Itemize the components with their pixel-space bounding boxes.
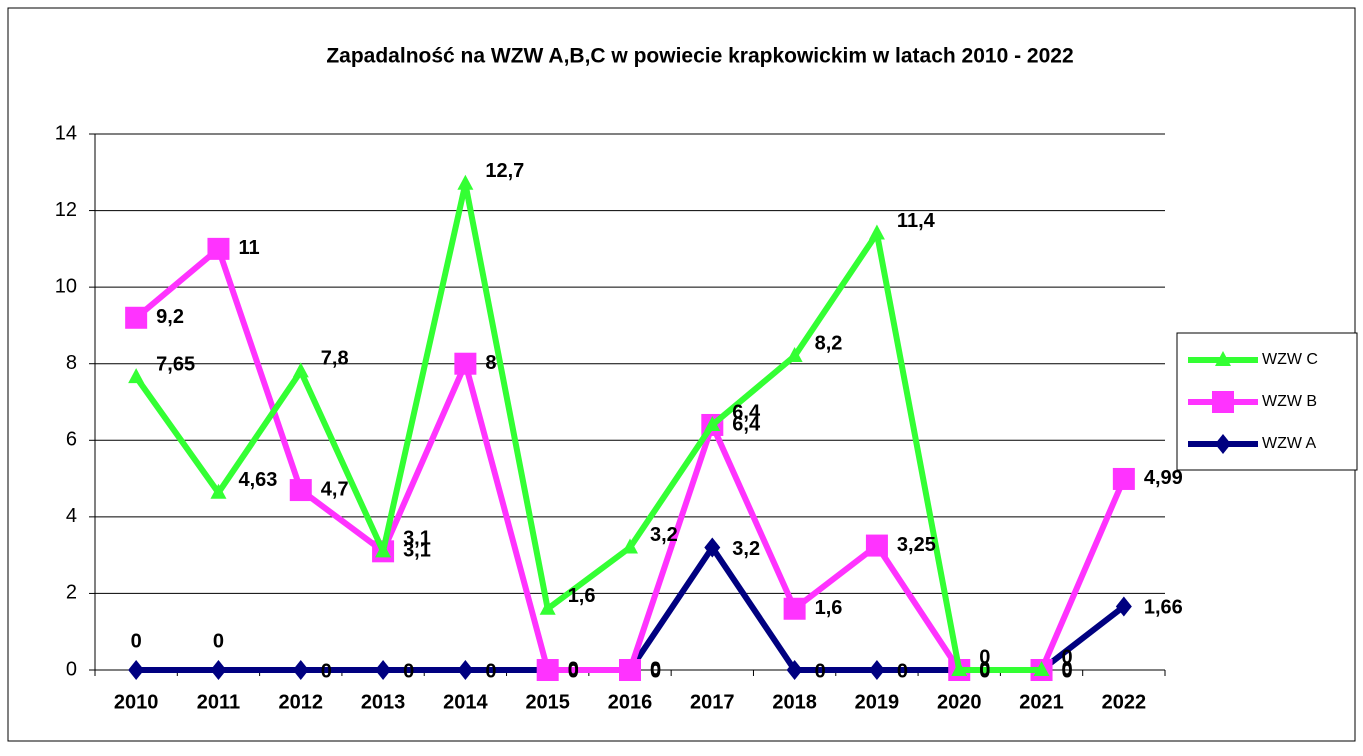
value-label: 1,66 [1144,597,1183,619]
marker [786,660,803,680]
value-label: 1,6 [815,597,843,619]
y-tick-label: 2 [66,582,77,604]
value-label: 0 [321,660,332,682]
value-label: 7,65 [156,353,195,375]
value-label: 3,25 [897,534,936,556]
marker [128,660,145,680]
legend-label: WZW A [1262,435,1317,452]
marker [1215,351,1231,366]
marker [622,538,638,554]
x-tick-label: 2022 [1102,691,1147,713]
marker [536,659,559,681]
x-tick-label: 2013 [361,691,406,713]
value-label: 0 [979,646,990,668]
y-tick-label: 8 [66,352,77,374]
chart-frame [7,7,1356,742]
x-tick-label: 2016 [608,691,653,713]
marker [292,660,309,680]
x-tick-label: 2021 [1019,691,1064,713]
y-tick-label: 12 [55,199,77,221]
value-label: 8,2 [815,332,843,354]
x-tick-label: 2012 [279,691,324,713]
marker [539,599,556,615]
value-label: 12,7 [485,160,524,182]
value-label: 0 [1062,658,1073,680]
marker [704,537,721,558]
marker [457,660,474,680]
marker [1112,467,1135,490]
value-label: 0 [568,658,579,680]
value-label: 0 [815,660,826,682]
value-label: 0 [897,660,908,682]
x-tick-label: 2014 [443,691,488,713]
x-tick-label: 2010 [114,691,159,713]
marker [704,415,721,431]
value-label: 1,6 [568,585,596,607]
value-label: 3,1 [403,540,431,562]
marker [868,660,885,680]
marker [289,479,312,502]
value-label: 6,4 [732,401,761,423]
marker [865,534,888,557]
marker [454,352,477,375]
marker [375,660,392,680]
value-label: 0 [568,660,579,682]
value-label: 0 [979,660,990,682]
value-label: 0 [213,630,224,652]
marker [457,174,474,190]
marker [783,597,806,620]
x-tick-label: 2017 [690,691,735,713]
marker [210,483,227,499]
value-label: 9,2 [156,306,184,328]
marker [1215,434,1231,454]
marker [1115,596,1132,617]
x-tick-label: 2015 [525,691,570,713]
legend-label: WZW B [1262,393,1317,410]
marker [128,368,145,384]
value-label: 8 [485,352,496,374]
x-tick-label: 2011 [197,691,240,713]
x-tick-label: 2019 [855,691,900,713]
marker [951,661,968,676]
marker [292,362,309,378]
y-tick-label: 4 [66,505,77,527]
marker [125,306,148,329]
x-tick-label: 2018 [772,691,817,713]
value-label: 6,4 [732,413,761,435]
value-label: 3,2 [732,538,760,560]
y-tick-label: 10 [55,275,77,297]
chart-title: Zapadalność na WZW A,B,C w powiecie krap… [326,45,1073,68]
value-label: 0 [1062,646,1073,668]
value-label: 11 [238,237,259,259]
marker [1033,661,1050,676]
marker [210,660,227,680]
series-line [133,180,1042,673]
value-label: 0 [650,658,661,680]
y-tick-label: 0 [66,658,77,680]
marker [375,542,392,558]
value-label: 4,7 [321,478,349,500]
marker [868,224,885,240]
marker [1212,391,1234,413]
value-label: 4,99 [1144,467,1183,489]
value-label: 4,63 [238,469,277,491]
marker [619,659,641,681]
value-label: 0 [131,630,142,652]
y-tick-label: 6 [66,429,77,451]
x-tick-label: 2020 [937,691,982,713]
value-label: 0 [485,660,496,682]
legend-label: WZW C [1262,351,1318,368]
value-label: 3,2 [650,524,678,546]
value-label: 0 [979,658,990,680]
marker [207,237,230,260]
value-label: 3,1 [403,528,431,550]
value-label: 0 [403,660,414,682]
value-label: 11,4 [897,210,936,232]
y-tick-label: 14 [55,122,77,144]
value-label: 0 [650,660,661,682]
value-label: 0 [1062,660,1073,682]
value-label: 7,8 [321,348,349,370]
marker [786,347,803,363]
